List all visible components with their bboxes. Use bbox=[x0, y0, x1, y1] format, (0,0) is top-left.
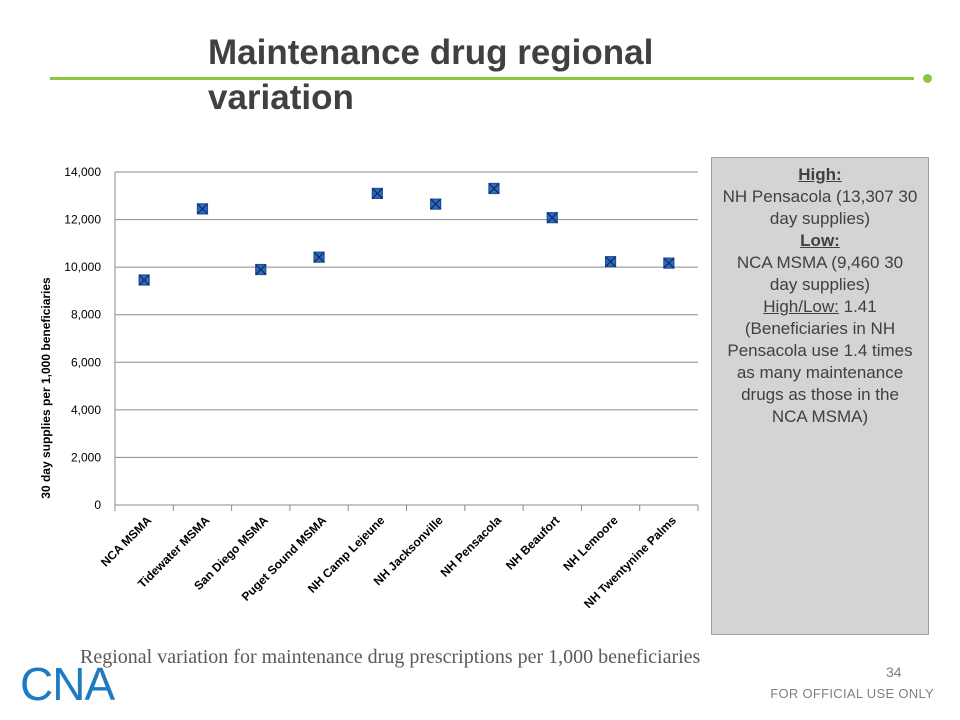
data-point bbox=[371, 187, 383, 200]
data-point bbox=[663, 257, 675, 269]
data-point bbox=[488, 182, 500, 195]
cna-logo: CNA bbox=[20, 660, 116, 706]
y-tick-label: 4,000 bbox=[71, 403, 101, 417]
high-label: High: bbox=[798, 165, 842, 184]
chart-caption: Regional variation for maintenance drug … bbox=[80, 646, 701, 668]
y-tick-label: 0 bbox=[94, 498, 101, 512]
low-text: NCA MSMA (9,460 30 day supplies) bbox=[736, 253, 904, 294]
ratio-label: High/Low: bbox=[763, 297, 839, 316]
x-tick-label: NH Pensacola bbox=[438, 513, 505, 580]
title-divider bbox=[50, 77, 914, 80]
y-axis-ticks: 0 2,000 4,000 6,000 8,000 10,000 12,000 14,000 bbox=[64, 165, 101, 512]
y-tick-label: 10,000 bbox=[64, 260, 101, 274]
data-point bbox=[138, 274, 150, 286]
ratio-line: High/Low: 1.41 bbox=[722, 296, 918, 318]
low-label: Low: bbox=[800, 231, 840, 250]
data-point bbox=[255, 263, 267, 276]
x-tick-label: NCA MSMA bbox=[98, 513, 154, 569]
data-points bbox=[138, 182, 675, 286]
page-number: 34 bbox=[886, 664, 902, 680]
y-axis-label: 30 day supplies per 1,000 beneficiaries bbox=[39, 277, 53, 499]
ratio-note: (Beneficiaries in NH Pensacola use 1.4 t… bbox=[727, 319, 913, 426]
y-tick-label: 2,000 bbox=[71, 450, 101, 464]
x-tick-label: NH Lemoore bbox=[560, 513, 621, 574]
x-axis bbox=[114, 172, 699, 511]
slide-title: Maintenance drug regional variation bbox=[208, 33, 654, 117]
divider-end-dot bbox=[923, 74, 932, 83]
data-point bbox=[430, 198, 442, 210]
y-tick-label: 8,000 bbox=[71, 308, 101, 322]
footer-classification: FOR OFFICIAL USE ONLY bbox=[770, 686, 934, 701]
ratio-value: 1.41 bbox=[838, 297, 877, 316]
scatter-chart: 02,0004,0006,0008,00010,00012,00014,000 … bbox=[39, 165, 699, 611]
y-tick-label: 12,000 bbox=[64, 213, 101, 227]
data-point bbox=[546, 212, 558, 224]
chart-gridlines bbox=[115, 171, 698, 506]
logo-text: CNA bbox=[20, 660, 115, 706]
data-point bbox=[604, 256, 617, 268]
summary-panel: High: NH Pensacola (13,307 30 day suppli… bbox=[711, 157, 929, 635]
y-tick-label: 14,000 bbox=[64, 165, 101, 179]
data-point bbox=[196, 203, 209, 215]
x-tick-label: NH Beaufort bbox=[503, 513, 562, 572]
y-tick-label: 6,000 bbox=[71, 355, 101, 369]
high-text: NH Pensacola (13,307 30 day supplies) bbox=[722, 187, 918, 228]
data-point bbox=[313, 251, 325, 263]
